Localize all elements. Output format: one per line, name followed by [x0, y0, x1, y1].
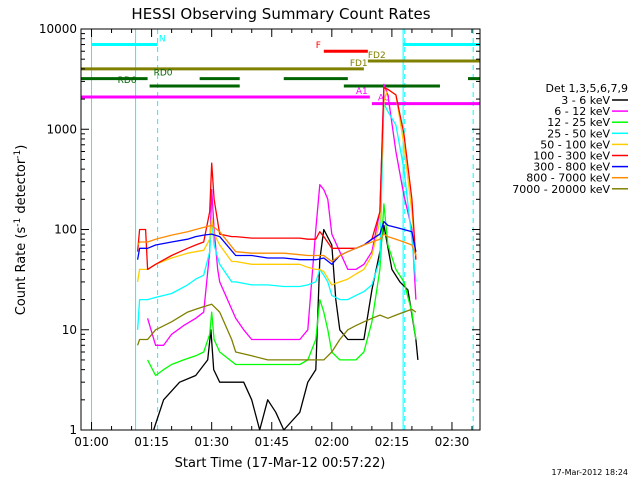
flag-label-fd1: FD1 — [350, 59, 368, 69]
flag-label-rd6: RD6 — [118, 76, 137, 86]
x-tick-label: 01:45 — [254, 435, 289, 449]
chart-title: HESSI Observing Summary Count Rates — [131, 5, 430, 23]
series-100-300-kev — [136, 86, 417, 271]
legend-label-300-800-kev: 300 - 800 keV — [533, 161, 610, 174]
legend-label-12-25-kev: 12 - 25 keV — [547, 116, 610, 129]
legend-label-3-6-kev: 3 - 6 keV — [561, 94, 610, 107]
series-lines — [136, 83, 419, 431]
footer-timestamp: 17-Mar-2012 18:24 — [552, 468, 629, 477]
x-axis-ticks: 01:00 01:15 01:30 01:45 02:00 02:15 02:30 — [74, 29, 473, 449]
x-tick-label: 01:00 — [74, 435, 109, 449]
flag-label-n: N — [159, 35, 166, 45]
series-300-800-kev — [136, 220, 417, 265]
flag-label-f: F — [316, 41, 321, 51]
x-tick-label: 01:30 — [194, 435, 229, 449]
legend-label-100-300-kev: 100 - 300 keV — [533, 150, 610, 163]
x-tick-label: 02:15 — [375, 435, 410, 449]
y-tick-label: 1 — [69, 423, 77, 437]
y-tick-label: 1000 — [46, 122, 77, 136]
flag-label-a1: A1 — [356, 87, 368, 97]
legend-label-800-7000-kev: 800 - 7000 keV — [526, 172, 610, 185]
y-axis-ticks: 1 10 100 1000 10000 — [39, 22, 480, 437]
series-7000-20000-kev — [136, 303, 417, 361]
series-800-7000-kev — [137, 224, 417, 263]
y-tick-label: 10 — [62, 323, 77, 337]
y-tick-label: 10000 — [39, 22, 77, 36]
y-tick-label: 100 — [54, 223, 77, 237]
legend-label-6-12-kev: 6 - 12 keV — [554, 105, 610, 118]
x-axis-label: Start Time (17-Mar-12 00:57:22) — [175, 456, 386, 471]
legend-label-25-50-kev: 25 - 50 keV — [547, 127, 610, 140]
flag-label-rd0: RD0 — [154, 69, 173, 79]
x-tick-label: 02:00 — [315, 435, 350, 449]
legend-label-7000-20000-kev: 7000 - 20000 keV — [512, 183, 610, 196]
legend-header: Det 1,3,5,6,7,9 — [545, 82, 628, 95]
y-axis-label: Count Rate (s-1 detector-1) — [13, 145, 29, 316]
flag-label-fd2: FD2 — [368, 51, 386, 61]
x-tick-label: 01:15 — [134, 435, 169, 449]
x-tick-label: 02:30 — [435, 435, 470, 449]
legend-label-50-100-kev: 50 - 100 keV — [540, 138, 610, 151]
